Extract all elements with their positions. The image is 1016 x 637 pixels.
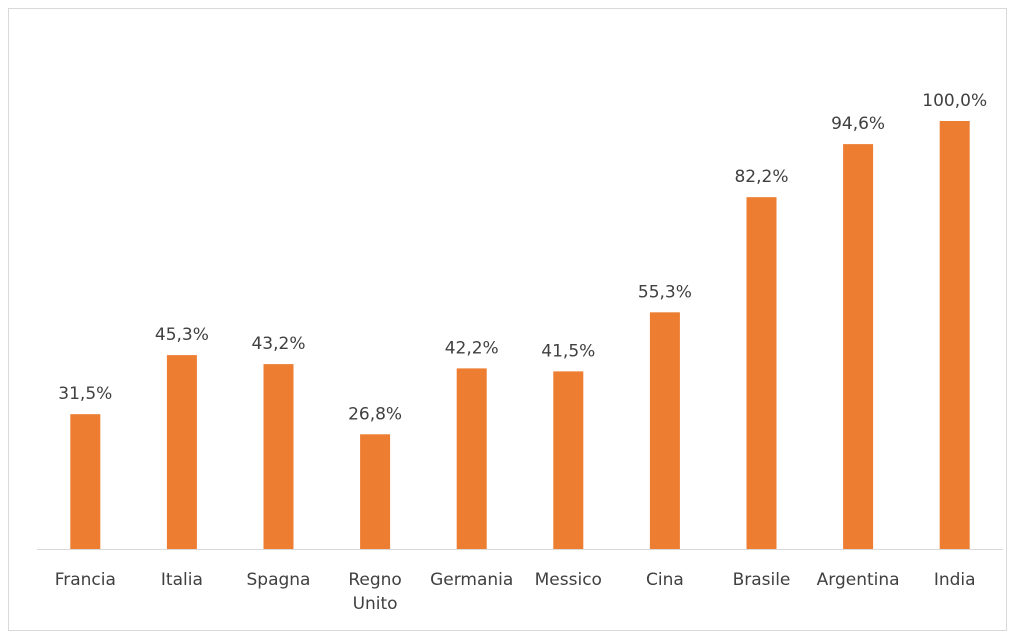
data-label: 45,3% — [155, 325, 209, 345]
x-tick-label: Italia — [160, 570, 203, 590]
bar — [939, 121, 970, 549]
bar — [553, 371, 584, 549]
x-tick-label: Spagna — [246, 570, 311, 590]
x-tick-label: Messico — [534, 570, 602, 590]
bar — [746, 197, 777, 549]
x-tick-label: Argentina — [816, 570, 900, 590]
data-label: 41,5% — [541, 341, 595, 361]
data-label: 82,2% — [734, 167, 788, 187]
data-label: 55,3% — [638, 282, 692, 302]
bar — [263, 364, 294, 549]
x-tick-label: Germania — [430, 570, 514, 590]
x-tick-label: India — [933, 570, 976, 590]
x-tick-label: Brasile — [732, 570, 791, 590]
data-label: 26,8% — [348, 404, 402, 424]
bar — [843, 144, 874, 549]
data-label: 31,5% — [58, 384, 112, 404]
data-label: 43,2% — [251, 334, 305, 354]
bar — [70, 414, 101, 549]
data-label: 94,6% — [831, 114, 885, 134]
x-tick-label: Regno Unito — [348, 570, 402, 614]
data-label: 42,2% — [445, 338, 499, 358]
bar — [166, 355, 197, 549]
bar — [456, 368, 487, 549]
x-tick-label: Francia — [54, 570, 116, 590]
chart-frame — [8, 8, 1007, 631]
data-label: 100,0% — [922, 91, 987, 111]
bar — [649, 312, 680, 549]
x-tick-label: Cina — [645, 570, 684, 590]
bar — [360, 434, 391, 549]
